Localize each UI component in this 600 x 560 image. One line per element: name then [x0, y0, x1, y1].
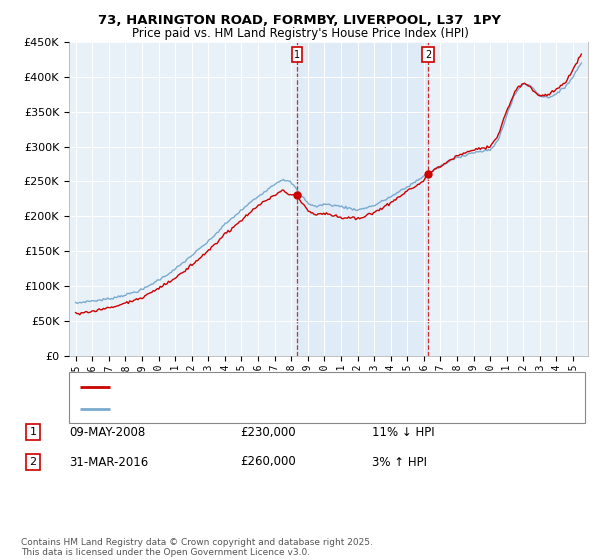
Text: Contains HM Land Registry data © Crown copyright and database right 2025.
This d: Contains HM Land Registry data © Crown c… — [21, 538, 373, 557]
Text: 2: 2 — [425, 49, 431, 59]
Text: 1: 1 — [294, 49, 300, 59]
Text: 09-MAY-2008: 09-MAY-2008 — [69, 426, 145, 439]
Bar — [297, 42, 428, 356]
Text: 73, HARINGTON ROAD, FORMBY, LIVERPOOL, L37 1PY (detached house): 73, HARINGTON ROAD, FORMBY, LIVERPOOL, L… — [117, 381, 490, 391]
Text: 11% ↓ HPI: 11% ↓ HPI — [372, 426, 434, 439]
Text: 31-MAR-2016: 31-MAR-2016 — [69, 455, 148, 469]
Text: 73, HARINGTON ROAD, FORMBY, LIVERPOOL, L37  1PY: 73, HARINGTON ROAD, FORMBY, LIVERPOOL, L… — [98, 14, 502, 27]
Text: £260,000: £260,000 — [240, 455, 296, 469]
Text: £230,000: £230,000 — [240, 426, 296, 439]
Text: 3% ↑ HPI: 3% ↑ HPI — [372, 455, 427, 469]
Text: 2: 2 — [29, 457, 37, 467]
Text: 1: 1 — [29, 427, 37, 437]
Text: Price paid vs. HM Land Registry's House Price Index (HPI): Price paid vs. HM Land Registry's House … — [131, 27, 469, 40]
Text: HPI: Average price, detached house, Sefton: HPI: Average price, detached house, Seft… — [117, 404, 344, 414]
